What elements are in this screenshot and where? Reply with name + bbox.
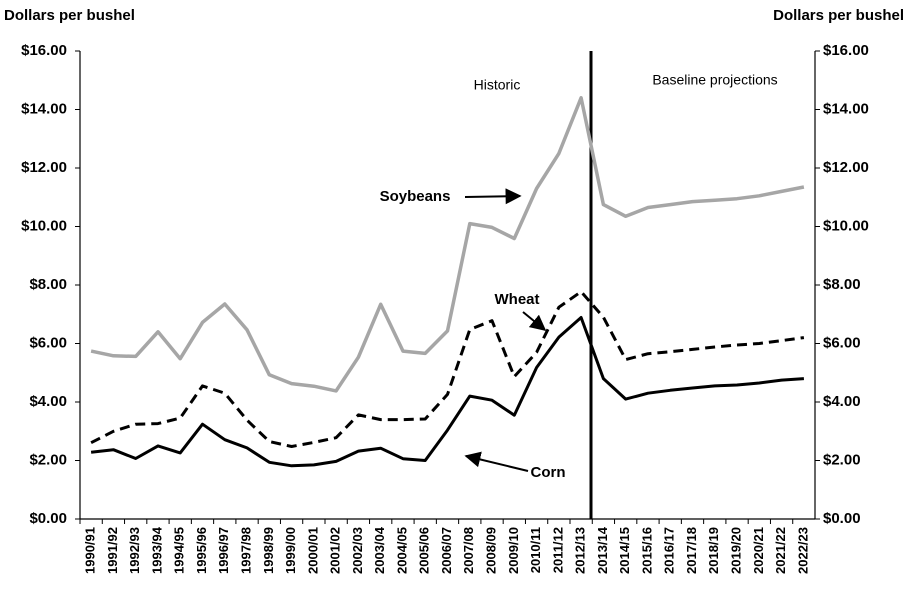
x-tick-label: 2021/22 [773,527,788,574]
x-tick-label: 2013/14 [595,526,610,574]
x-tick-label: 1997/98 [238,527,253,574]
series-label: Corn [531,464,566,481]
x-tick-label: 2002/03 [350,527,365,574]
y-tick-label: $16.00 [21,42,67,59]
x-tick-label: 2000/01 [305,527,320,574]
x-tick-label: 2020/21 [751,527,766,574]
x-tick-label: 2004/05 [394,527,409,574]
annotation: Baseline projections [652,72,777,88]
x-tick-label: 2010/11 [528,527,543,573]
y-tick-label: $6.00 [29,334,67,351]
x-tick-label: 2008/09 [483,527,498,574]
x-tick-label: 2017/18 [684,527,699,574]
y2-tick-label: $10.00 [823,217,869,234]
x-tick-label: 2009/10 [506,527,521,574]
y2-tick-label: $14.00 [823,100,869,117]
x-tick-label: 2015/16 [639,527,654,574]
y2-axis-label: Dollars per bushel [773,7,904,24]
x-tick-label: 2016/17 [662,527,677,574]
y-tick-label: $10.00 [21,217,67,234]
y2-tick-label: $6.00 [823,334,861,351]
y-tick-label: $8.00 [29,276,67,293]
y2-tick-label: $4.00 [823,393,861,410]
x-tick-label: 1990/91 [83,527,98,574]
series-line [90,290,805,448]
x-tick-label: 2018/19 [706,527,721,574]
x-tick-label: 2007/08 [461,527,476,574]
y2-tick-label: $12.00 [823,159,869,176]
y-tick-label: $2.00 [29,451,67,468]
x-tick-label: 2003/04 [372,526,387,574]
x-tick-label: 1993/94 [149,526,164,574]
x-tick-label: 2005/06 [417,527,432,574]
arrow [522,311,547,332]
y-tick-label: $0.00 [29,510,67,527]
y-tick-label: $14.00 [21,100,67,117]
x-tick-label: 1991/92 [105,527,120,574]
y2-tick-label: $0.00 [823,510,861,527]
x-tick-label: 2006/07 [439,527,454,574]
y-tick-label: $12.00 [21,159,67,176]
x-tick-label: 2011/12 [550,527,565,573]
arrow [464,188,522,205]
annotation: Historic [474,77,521,93]
x-tick-label: 1994/95 [172,527,187,574]
y2-tick-label: $16.00 [823,42,869,59]
x-tick-label: 1996/97 [216,527,231,574]
x-tick-label: 2012/13 [573,527,588,574]
x-tick-label: 1995/96 [194,527,209,574]
arrow [464,451,529,472]
y2-tick-label: $2.00 [823,451,861,468]
x-tick-label: 2001/02 [328,527,343,574]
series-line [90,96,805,393]
x-tick-label: 2019/20 [728,527,743,574]
y2-tick-label: $8.00 [823,276,861,293]
x-tick-label: 1998/99 [261,527,276,574]
series-label: Wheat [495,291,540,308]
x-tick-label: 2022/23 [795,527,810,574]
x-tick-label: 2014/15 [617,527,632,574]
y-tick-label: $4.00 [29,393,67,410]
x-tick-label: 1999/00 [283,527,298,574]
series-label: Soybeans [380,188,451,205]
series-line [90,316,805,468]
y-axis-label: Dollars per bushel [4,7,135,24]
x-tick-label: 1992/93 [127,527,142,574]
